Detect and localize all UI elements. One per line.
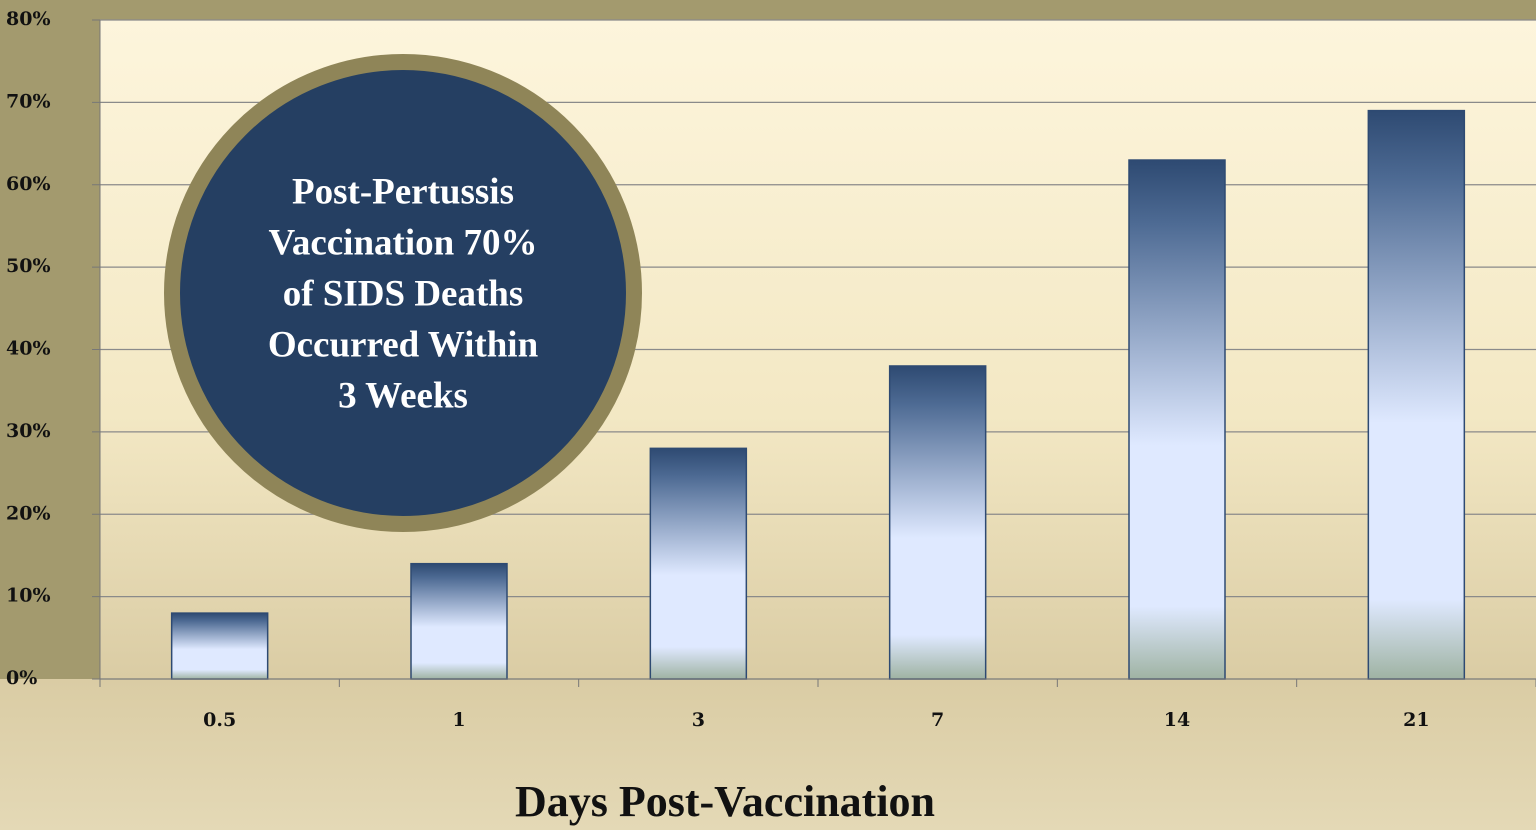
callout-text: Post-Pertussis [292,171,514,212]
x-tick-label: 21 [1403,709,1429,731]
y-tick-label: 60% [6,173,51,195]
y-tick-label: 10% [6,585,51,607]
y-tick-label: 20% [6,502,51,524]
page-bottom [0,679,1536,830]
x-tick-label: 7 [931,709,944,731]
bar [170,612,269,680]
x-tick-label: 14 [1164,709,1190,731]
callout-text: of SIDS Deaths [283,273,524,314]
y-tick-label: 40% [6,338,51,360]
callout-text: Vaccination 70% [269,222,538,263]
y-tick-label: 30% [6,420,51,442]
x-tick-label: 0.5 [203,709,236,731]
bar [649,447,748,680]
y-tick-label: 80% [6,8,51,30]
callout-text: 3 Weeks [338,375,468,416]
x-tick-label: 3 [692,709,705,731]
bar [1128,159,1226,680]
callout-text: Occurred Within [268,324,539,365]
x-axis-title: Days Post-Vaccination [515,777,935,826]
bar [888,365,987,680]
y-tick-label: 50% [6,255,51,277]
y-tick-label: 70% [6,90,51,112]
callout-circle [164,54,642,532]
x-tick-label: 1 [452,709,465,731]
y-tick-label: 0% [6,667,37,689]
bar [1367,109,1466,680]
bar [410,562,508,680]
